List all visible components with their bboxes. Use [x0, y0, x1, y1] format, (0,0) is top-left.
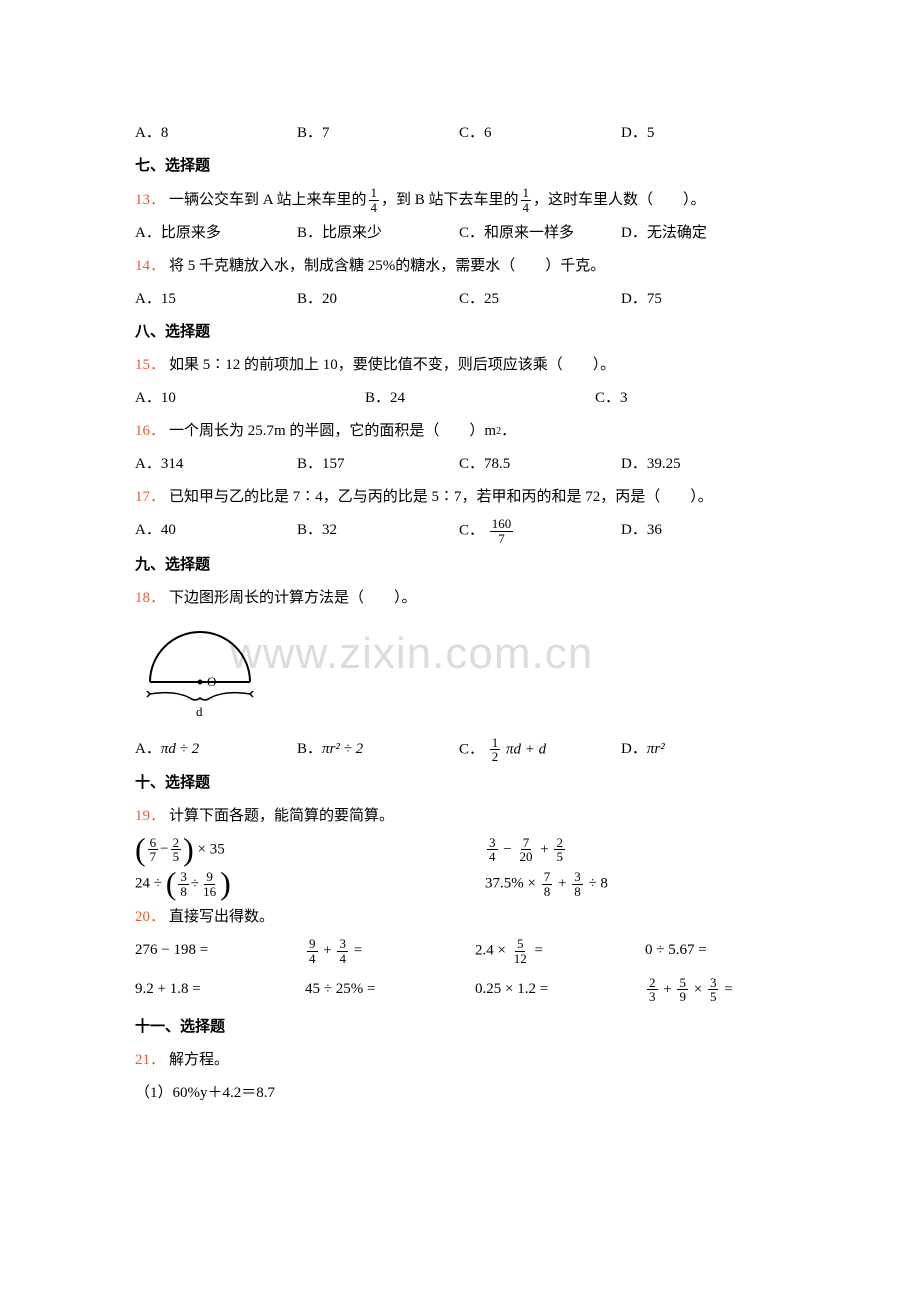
- opt-b: B．157: [297, 451, 459, 478]
- q19-t: 计算下面各题，能简算的要简算。: [169, 803, 394, 830]
- section-7: 七、选择题: [135, 153, 785, 180]
- q14-num: 14．: [135, 253, 165, 280]
- q16-t1: 一个周长为 25.7m 的半圆，它的面积是（ ）m: [169, 418, 496, 445]
- q18-t: 下边图形周长的计算方法是（ ）。: [169, 585, 417, 612]
- svg-text:O: O: [207, 674, 216, 689]
- expr-b: 45 ÷ 25% =: [305, 976, 475, 1004]
- q13-t2: ，到 B 站下去车里的: [381, 187, 519, 214]
- q20-row1: 276 − 198 = 94 + 34 = 2.4 × 512 = 0 ÷ 5.…: [135, 937, 785, 965]
- q17-num: 17．: [135, 484, 165, 511]
- q15-num: 15．: [135, 352, 165, 379]
- q19-row2: 24 ÷ ( 38 ÷ 916 ) 37.5% × 78 + 38 ÷ 8: [135, 870, 785, 898]
- opt-b: B．比原来少: [297, 220, 459, 247]
- opt-c: C．25: [459, 286, 621, 313]
- q20-row2: 9.2 + 1.8 = 45 ÷ 25% = 0.25 × 1.2 = 23 +…: [135, 976, 785, 1004]
- semicircle-diagram-icon: O d: [135, 622, 275, 722]
- q13-options: A．比原来多 B．比原来少 C．和原来一样多 D．无法确定: [135, 220, 785, 247]
- opt-d: D．36: [621, 517, 783, 545]
- expr-b: 94 + 34 =: [305, 937, 475, 965]
- q13: 13． 一辆公交车到 A 站上来车里的 14 ，到 B 站下去车里的 14 ，这…: [135, 186, 785, 214]
- expr-1a: ( 67 − 25 ) × 35: [135, 836, 485, 864]
- svg-text:d: d: [196, 704, 203, 719]
- opt-a: A．8: [135, 120, 297, 147]
- expr-c: 2.4 × 512 =: [475, 937, 645, 965]
- opt-c: C． 1607: [459, 517, 621, 545]
- opt-a: A．10: [135, 385, 365, 412]
- expr-2b: 37.5% × 78 + 38 ÷ 8: [485, 870, 835, 898]
- opt-d: D．75: [621, 286, 783, 313]
- opt-b: B．20: [297, 286, 459, 313]
- expr-1b: 34 − 720 + 25: [485, 836, 835, 864]
- q21-eq1: （1）60%y＋4.2＝8.7: [135, 1080, 785, 1107]
- opt-d: D．39.25: [621, 451, 783, 478]
- q13-num: 13．: [135, 187, 165, 214]
- q14-options: A．15 B．20 C．25 D．75: [135, 286, 785, 313]
- q15: 15． 如果 5∶12 的前项加上 10，要使比值不变，则后项应该乘（ ）。: [135, 352, 785, 379]
- frac-icon: 1607: [490, 517, 514, 545]
- q17: 17． 已知甲与乙的比是 7∶4，乙与丙的比是 5∶7，若甲和丙的和是 72，丙…: [135, 484, 785, 511]
- q12-options: A．8 B．7 C．6 D．5: [135, 120, 785, 147]
- q18-options: A．πd ÷ 2 B．πr² ÷ 2 C． 12 πd + d D．πr²: [135, 736, 785, 764]
- q20-num: 20．: [135, 904, 165, 931]
- opt-c: C．和原来一样多: [459, 220, 621, 247]
- q20-t: 直接写出得数。: [169, 904, 274, 931]
- opt-d: D．无法确定: [621, 220, 783, 247]
- opt-a: A．314: [135, 451, 297, 478]
- opt-a: A．40: [135, 517, 297, 545]
- q19-num: 19．: [135, 803, 165, 830]
- q14-t: 将 5 千克糖放入水，制成含糖 25%的糖水，需要水（ ）千克。: [169, 253, 605, 280]
- q20: 20． 直接写出得数。: [135, 904, 785, 931]
- opt-a: A．15: [135, 286, 297, 313]
- section-9: 九、选择题: [135, 552, 785, 579]
- frac-icon: 12: [490, 736, 501, 764]
- q18: 18． 下边图形周长的计算方法是（ ）。: [135, 585, 785, 612]
- expr-d: 0 ÷ 5.67 =: [645, 937, 815, 965]
- q21-t: 解方程。: [169, 1047, 229, 1074]
- q15-options: A．10 B．24 C．3: [135, 385, 785, 412]
- expr-d: 23 + 59 × 35 =: [645, 976, 815, 1004]
- opt-b: B．7: [297, 120, 459, 147]
- opt-c: C．6: [459, 120, 621, 147]
- opt-a: A．比原来多: [135, 220, 297, 247]
- page-content: A．8 B．7 C．6 D．5 七、选择题 13． 一辆公交车到 A 站上来车里…: [135, 120, 785, 1107]
- q16-t2: ．: [501, 418, 516, 445]
- expr-a: 9.2 + 1.8 =: [135, 976, 305, 1004]
- q16: 16． 一个周长为 25.7m 的半圆，它的面积是（ ）m2．: [135, 418, 785, 445]
- frac-icon: 14: [369, 186, 380, 214]
- q13-t1: 一辆公交车到 A 站上来车里的: [169, 187, 367, 214]
- opt-b: B．24: [365, 385, 595, 412]
- q21: 21． 解方程。: [135, 1047, 785, 1074]
- section-11: 十一、选择题: [135, 1014, 785, 1041]
- q17-t: 已知甲与乙的比是 7∶4，乙与丙的比是 5∶7，若甲和丙的和是 72，丙是（ ）…: [169, 484, 713, 511]
- expr-a: 276 − 198 =: [135, 937, 305, 965]
- q15-t: 如果 5∶12 的前项加上 10，要使比值不变，则后项应该乘（ ）。: [169, 352, 615, 379]
- q17-options: A．40 B．32 C． 1607 D．36: [135, 517, 785, 545]
- opt-c: C．3: [595, 385, 825, 412]
- frac-icon: 14: [521, 186, 532, 214]
- expr-c: 0.25 × 1.2 =: [475, 976, 645, 1004]
- q21-num: 21．: [135, 1047, 165, 1074]
- opt-c: C． 12 πd + d: [459, 736, 621, 764]
- opt-d: D．5: [621, 120, 783, 147]
- q16-options: A．314 B．157 C．78.5 D．39.25: [135, 451, 785, 478]
- opt-b: B．πr² ÷ 2: [297, 736, 459, 764]
- q18-num: 18．: [135, 585, 165, 612]
- q14: 14． 将 5 千克糖放入水，制成含糖 25%的糖水，需要水（ ）千克。: [135, 253, 785, 280]
- section-10: 十、选择题: [135, 770, 785, 797]
- section-8: 八、选择题: [135, 319, 785, 346]
- q19-row1: ( 67 − 25 ) × 35 34 − 720 + 25: [135, 836, 785, 864]
- opt-c: C．78.5: [459, 451, 621, 478]
- q16-num: 16．: [135, 418, 165, 445]
- opt-d: D．πr²: [621, 736, 783, 764]
- expr-2a: 24 ÷ ( 38 ÷ 916 ): [135, 870, 485, 898]
- q19: 19． 计算下面各题，能简算的要简算。: [135, 803, 785, 830]
- opt-a: A．πd ÷ 2: [135, 736, 297, 764]
- q13-t3: ，这时车里人数（ ）。: [533, 187, 706, 214]
- opt-b: B．32: [297, 517, 459, 545]
